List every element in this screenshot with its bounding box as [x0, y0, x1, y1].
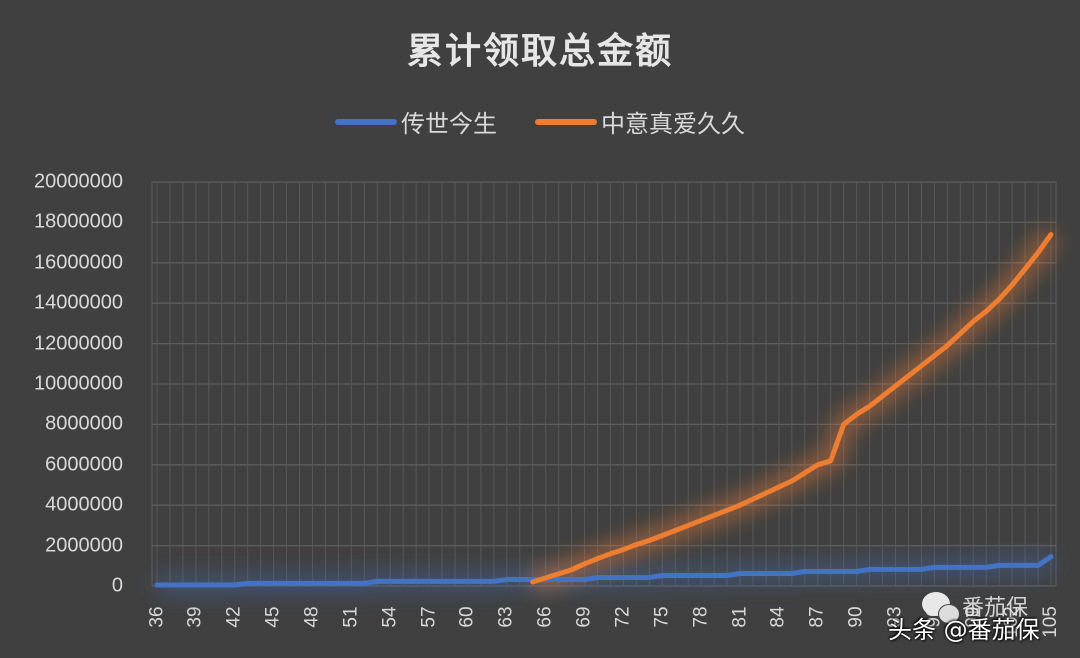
y-tick-label: 20000000: [34, 170, 123, 193]
y-tick-label: 12000000: [34, 332, 123, 355]
legend-swatch-blue: [335, 118, 397, 125]
grid-lines: [151, 181, 1057, 587]
legend-label: 传世今生: [401, 110, 497, 138]
legend-label: 中意真爱久久: [601, 110, 745, 138]
chart-legend: 传世今生 中意真爱久久: [0, 104, 1080, 139]
wechat-icon-small: [938, 604, 960, 624]
series-lines: [154, 228, 1060, 596]
y-tick-label: 14000000: [34, 291, 123, 314]
y-tick-label: 4000000: [45, 493, 123, 516]
legend-item-series-1: 传世今生: [335, 104, 497, 139]
y-tick-label: 2000000: [45, 534, 123, 557]
y-tick-label: 8000000: [45, 412, 123, 435]
y-tick-label: 18000000: [34, 210, 123, 233]
chart-title: 累计领取总金额: [406, 31, 673, 72]
y-tick-label: 16000000: [34, 251, 123, 274]
legend-swatch-orange: [535, 118, 597, 125]
series-line-1: [154, 554, 1054, 588]
watermark: 头条 @番茄保: [888, 616, 1040, 644]
y-tick-label: 0: [111, 574, 123, 597]
y-tick-label: 6000000: [45, 453, 123, 476]
series-line-2: [530, 232, 1054, 585]
watermark-secondary: 番茄保: [962, 596, 1029, 621]
legend-item-series-2: 中意真爱久久: [535, 104, 745, 139]
y-tick-label: 10000000: [34, 372, 123, 395]
